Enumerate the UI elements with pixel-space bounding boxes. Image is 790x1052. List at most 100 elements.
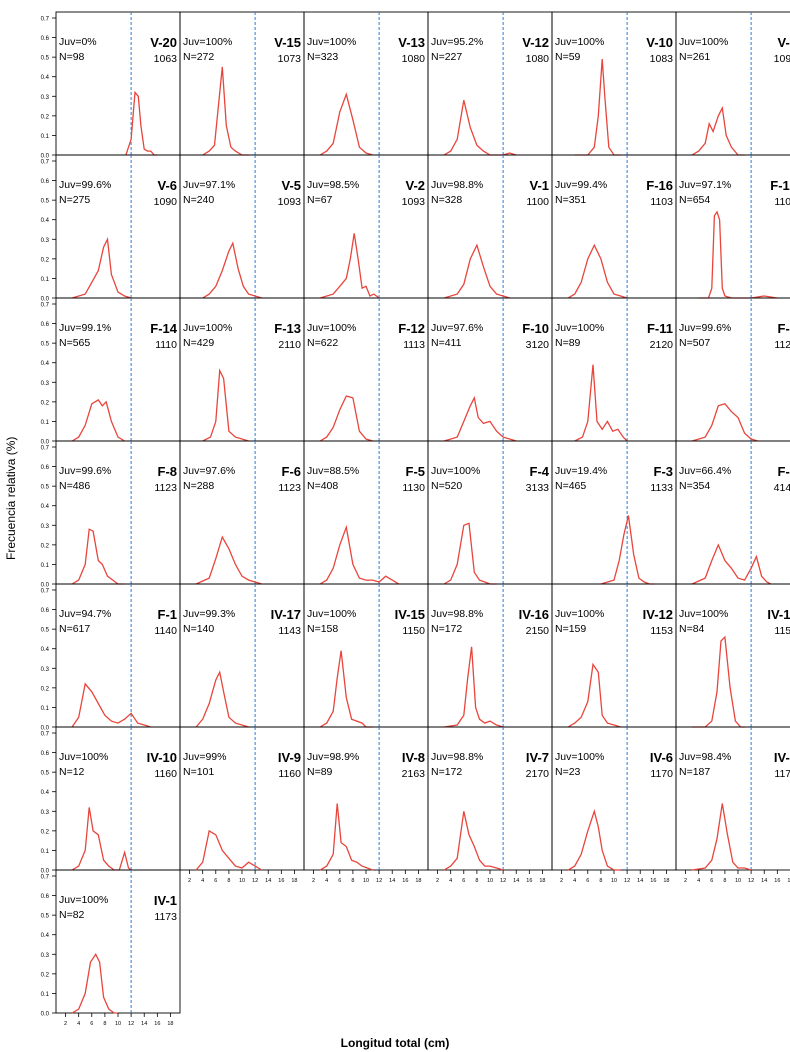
panel-n-label: N=429 <box>183 337 214 349</box>
panel-code-label: 1150 <box>402 625 425 637</box>
panel-frame <box>179 583 305 728</box>
panel-code-label: 1133 <box>650 482 673 494</box>
panel-juv-label: Juv=95.2% <box>431 36 483 48</box>
panel-station-label: V-20 <box>150 35 177 50</box>
x-tick-label: 18 <box>539 878 545 884</box>
series-line <box>202 66 249 156</box>
panel-code-label: 1123 <box>154 482 177 494</box>
x-tick-label: 6 <box>710 878 713 884</box>
panel-n-label: N=261 <box>679 51 710 63</box>
panel-station-label: V-10 <box>646 35 673 50</box>
panel-juv-label: Juv=19.4% <box>555 465 607 477</box>
panel-station-label: V-12 <box>522 35 549 50</box>
series-line <box>319 803 373 871</box>
panel-frame <box>551 726 677 871</box>
y-tick-label: 0.1 <box>41 849 50 855</box>
panel-station-label: F-10 <box>522 321 549 336</box>
series-line <box>443 811 504 871</box>
x-tick-label: 4 <box>573 878 576 884</box>
y-tick-label: 0.2 <box>41 257 50 263</box>
panel-juv-label: Juv=98.4% <box>679 751 731 763</box>
panel-station-label: F-9 <box>778 321 790 336</box>
panel-code-label: 4140 <box>774 482 790 494</box>
y-tick-label: 0.3 <box>41 524 50 530</box>
x-tick-label: 6 <box>214 878 217 884</box>
panel-station-label: F-12 <box>398 321 425 336</box>
x-tick-label: 2 <box>436 878 439 884</box>
y-tick-label: 0.4 <box>41 647 50 653</box>
panel-juv-label: Juv=0% <box>59 36 97 48</box>
panel-juv-label: Juv=99.6% <box>59 179 111 191</box>
series-line <box>444 646 504 728</box>
panel-frame <box>303 583 429 728</box>
y-axis-label: Frecuencia relativa (%) <box>4 436 18 560</box>
y-tick-label: 0.5 <box>41 199 50 205</box>
panel-juv-label: Juv=100% <box>555 36 604 48</box>
panel-n-label: N=101 <box>183 766 214 778</box>
panel-station-label: V-2 <box>405 178 425 193</box>
y-tick-label: 0.2 <box>41 972 50 978</box>
panel-n-label: N=172 <box>431 766 462 778</box>
panel-code-label: 1160 <box>278 768 301 780</box>
y-tick-label: 0.6 <box>41 179 50 185</box>
panel-frame <box>55 869 181 1014</box>
x-tick-label: 14 <box>265 878 271 884</box>
series-line <box>698 210 778 299</box>
panel-station-label: F-8 <box>158 464 178 479</box>
panel-n-label: N=465 <box>555 480 586 492</box>
x-tick-label: 8 <box>227 878 230 884</box>
series-line <box>574 59 621 156</box>
x-tick-label: 2 <box>188 878 191 884</box>
y-tick-label: 0.4 <box>41 361 50 367</box>
x-tick-label: 4 <box>77 1021 80 1027</box>
series-line <box>71 953 118 1014</box>
panel-juv-label: Juv=100% <box>431 465 480 477</box>
panel-n-label: N=323 <box>307 51 338 63</box>
y-tick-label: 0.7 <box>41 446 50 452</box>
panel-juv-label: Juv=97.1% <box>679 179 731 191</box>
panel-n-label: N=89 <box>307 766 333 778</box>
x-axis-label: Longitud total (cm) <box>340 1036 450 1050</box>
x-tick-label: 8 <box>723 878 726 884</box>
y-tick-label: 0.6 <box>41 36 50 42</box>
y-tick-label: 0.0 <box>41 154 50 160</box>
x-tick-label: 10 <box>735 878 741 884</box>
panel-frame <box>303 440 429 585</box>
panel-station-label: F-4 <box>530 464 550 479</box>
panel-n-label: N=23 <box>555 766 581 778</box>
y-tick-label: 0.5 <box>41 342 50 348</box>
series-line <box>319 650 373 728</box>
y-tick-label: 0.2 <box>41 400 50 406</box>
series-line <box>443 243 510 299</box>
x-tick-label: 8 <box>599 878 602 884</box>
panel-juv-label: Juv=100% <box>555 751 604 763</box>
panel-frame <box>551 154 677 299</box>
x-tick-label: 14 <box>637 878 643 884</box>
panel-frame <box>675 440 790 585</box>
panel-code-label: 1123 <box>278 482 301 494</box>
series-line <box>195 670 249 728</box>
y-tick-label: 0.2 <box>41 114 50 120</box>
y-tick-label: 0.1 <box>41 134 50 140</box>
panel-juv-label: Juv=100% <box>679 36 728 48</box>
panel-n-label: N=227 <box>431 51 462 63</box>
y-tick-label: 0.7 <box>41 303 50 309</box>
y-tick-label: 0.3 <box>41 667 50 673</box>
panel-frame <box>179 11 305 156</box>
panel-juv-label: Juv=98.8% <box>431 608 483 620</box>
panel-n-label: N=82 <box>59 909 85 921</box>
x-tick-label: 8 <box>351 878 354 884</box>
panel-station-label: IV-11 <box>767 607 790 622</box>
x-tick-label: 10 <box>487 878 493 884</box>
panel-n-label: N=98 <box>59 51 85 63</box>
panel-n-label: N=89 <box>555 337 581 349</box>
y-tick-label: 0.5 <box>41 771 50 777</box>
panel-code-label: 3133 <box>526 482 550 494</box>
y-tick-label: 0.3 <box>41 95 50 101</box>
y-tick-label: 0.6 <box>41 751 50 757</box>
series-line <box>567 243 628 299</box>
x-tick-label: 4 <box>325 878 328 884</box>
panel-juv-label: Juv=97.6% <box>183 465 235 477</box>
y-tick-label: 0.7 <box>41 160 50 166</box>
